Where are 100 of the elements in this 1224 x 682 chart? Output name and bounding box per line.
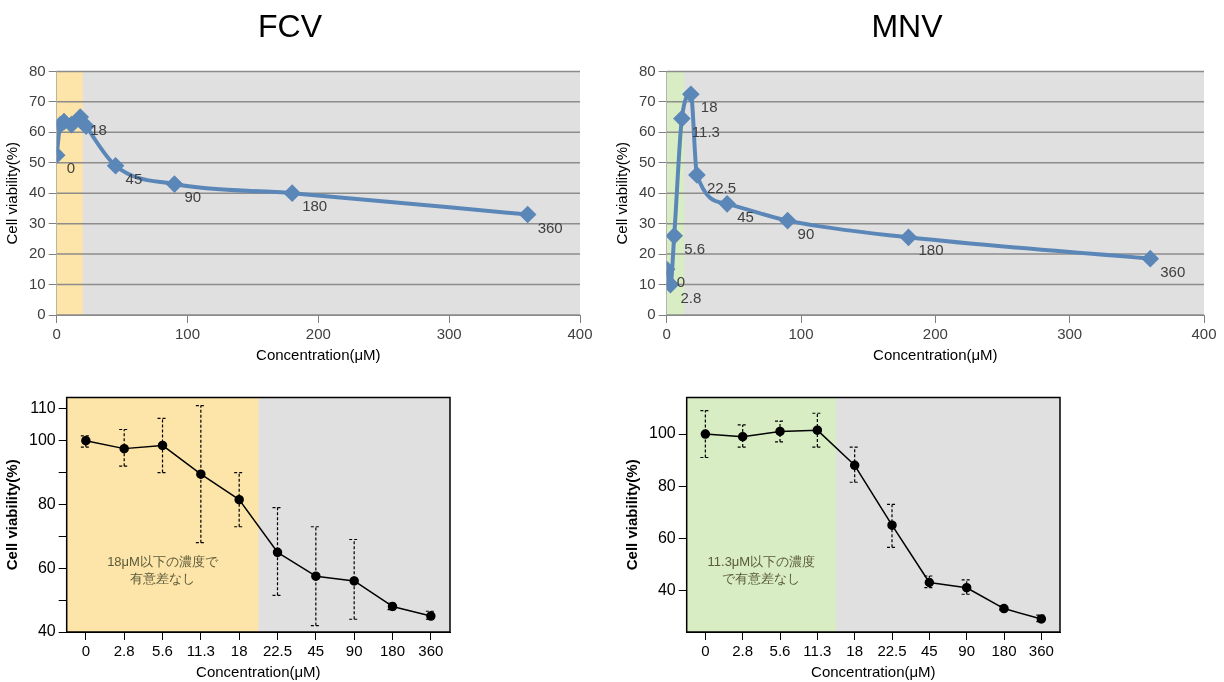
x-tick-label: 400 <box>567 325 593 343</box>
annotation: 18 <box>700 98 718 116</box>
annotation: 180 <box>302 197 328 215</box>
point <box>849 460 860 471</box>
x-axis-title: Concentration(μM) <box>873 346 998 364</box>
chart-title: FCV <box>258 8 323 45</box>
annotation: 360 <box>1160 262 1186 280</box>
x-tick-label: 2.8 <box>732 642 754 660</box>
annotation: 90 <box>797 224 815 242</box>
x-axis-title: Concentration(μM) <box>196 663 321 681</box>
y-tick-label: 70 <box>639 91 656 109</box>
annotation: 45 <box>737 208 754 225</box>
y-tick-label: 0 <box>647 305 656 323</box>
y-tick-label: 50 <box>29 152 46 170</box>
x-tick-label: 360 <box>1028 642 1054 660</box>
x-tick-label: 5.6 <box>152 642 173 660</box>
chart-title: MNV <box>871 8 944 45</box>
y-tick-label: 60 <box>657 528 676 546</box>
x-tick-label: 90 <box>958 642 976 660</box>
x-tick-label: 5.6 <box>769 642 791 660</box>
annotation: 2.8 <box>680 288 702 306</box>
y-tick-label: 80 <box>639 61 656 79</box>
y-tick-label: 110 <box>30 399 56 417</box>
point <box>1142 250 1159 267</box>
y-tick-label: 60 <box>37 558 56 576</box>
x-tick-label: 90 <box>345 642 363 660</box>
annotation: 180 <box>918 241 944 259</box>
y-tick-label: 70 <box>29 91 46 109</box>
x-tick-label: 200 <box>922 325 948 343</box>
x-tick-label: 45 <box>307 642 325 660</box>
x-tick-label: 2.8 <box>113 642 135 660</box>
annotation: 360 <box>537 218 563 236</box>
band-label: 11.3μM以下の濃度で有意差なし <box>707 554 816 587</box>
band-label: 18μM以下の濃度で有意差なし <box>107 554 219 587</box>
y-tick-label: 40 <box>657 580 676 598</box>
y-tick-label: 30 <box>639 213 656 231</box>
point <box>272 547 283 558</box>
y-axis-title: Cell viability(%) <box>3 141 21 245</box>
point <box>107 157 124 174</box>
y-axis-title: Cell viability(%) <box>613 141 631 245</box>
y-tick-label: 60 <box>639 122 656 140</box>
y-tick-label: 80 <box>29 61 46 79</box>
y-tick-label: 30 <box>29 213 46 231</box>
point <box>157 440 168 451</box>
x-tick-label: 300 <box>436 325 462 343</box>
x-tick-label: 22.5 <box>262 642 293 660</box>
annotation: 5.6 <box>684 239 706 257</box>
x-tick-label: 11.3 <box>803 642 832 660</box>
x-tick-label: 200 <box>305 325 331 343</box>
point <box>666 227 683 244</box>
point <box>682 86 699 103</box>
y-tick-label: 100 <box>28 431 56 449</box>
point <box>166 176 183 193</box>
point <box>519 206 536 223</box>
point <box>349 576 359 586</box>
point <box>737 431 748 442</box>
x-tick-label: 11.3 <box>186 642 215 660</box>
x-tick-label: 180 <box>991 642 1017 660</box>
y-tick-label: 10 <box>29 274 46 292</box>
y-tick-label: 60 <box>29 122 46 140</box>
point <box>673 110 690 127</box>
x-tick-label: 18 <box>230 642 248 660</box>
x-axis-title: Concentration(μM) <box>256 346 381 364</box>
point <box>812 425 823 435</box>
annotation: 90 <box>184 188 202 206</box>
point <box>700 429 711 439</box>
x-tick-label: 22.5 <box>877 642 907 660</box>
point <box>719 195 736 212</box>
y-tick-label: 80 <box>657 476 676 494</box>
point <box>779 212 796 229</box>
point <box>119 443 129 454</box>
point <box>72 109 89 126</box>
x-tick-label: 300 <box>1057 325 1083 343</box>
point <box>900 229 917 246</box>
annotation: 18 <box>90 121 107 139</box>
point <box>311 571 321 581</box>
x-tick-label: 180 <box>379 642 406 660</box>
point <box>234 494 244 505</box>
y-tick-label: 20 <box>639 244 656 262</box>
annotation: 0 <box>66 159 76 177</box>
point <box>688 166 705 183</box>
y-tick-label: 50 <box>639 152 656 170</box>
y-axis-title: Cell viability(%) <box>623 459 641 571</box>
point <box>284 185 301 202</box>
y-tick-label: 40 <box>639 183 656 201</box>
x-tick-label: 400 <box>1191 325 1217 343</box>
y-tick-label: 0 <box>37 305 46 323</box>
x-tick-label: 45 <box>921 642 938 660</box>
y-tick-label: 100 <box>648 424 676 442</box>
x-tick-label: 18 <box>846 642 864 660</box>
x-tick-label: 100 <box>788 325 814 343</box>
y-tick-label: 20 <box>29 244 46 262</box>
x-axis-title: Concentration(μM) <box>811 663 936 681</box>
y-axis-title: Cell viability(%) <box>3 459 21 571</box>
x-tick-label: 360 <box>418 642 444 660</box>
y-tick-label: 40 <box>29 183 46 201</box>
y-tick-label: 10 <box>639 274 656 292</box>
x-tick-label: 0 <box>81 642 91 660</box>
x-tick-label: 100 <box>175 325 201 343</box>
y-tick-label: 80 <box>37 494 56 512</box>
